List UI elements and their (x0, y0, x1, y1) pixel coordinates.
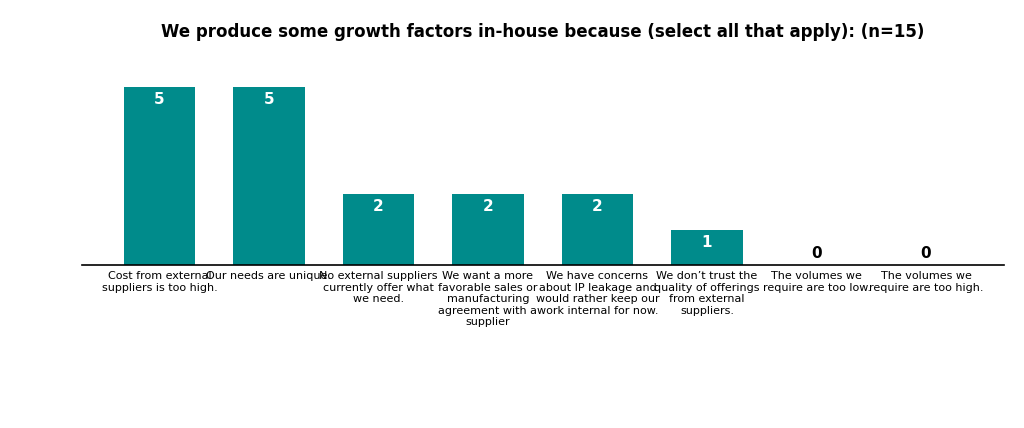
Title: We produce some growth factors in-house because (select all that apply): (n=15): We produce some growth factors in-house … (161, 24, 925, 42)
Bar (124, 87, 195, 265)
Text: 1: 1 (701, 235, 713, 250)
Text: 2: 2 (373, 199, 384, 214)
Text: 0: 0 (811, 246, 822, 261)
Text: 5: 5 (263, 92, 274, 107)
Bar (453, 194, 523, 265)
Bar (562, 194, 633, 265)
Bar (233, 87, 304, 265)
Bar (343, 194, 414, 265)
Text: 2: 2 (592, 199, 603, 214)
Text: 2: 2 (482, 199, 494, 214)
Text: 5: 5 (154, 92, 165, 107)
Bar (672, 230, 742, 265)
Text: 0: 0 (921, 246, 932, 261)
